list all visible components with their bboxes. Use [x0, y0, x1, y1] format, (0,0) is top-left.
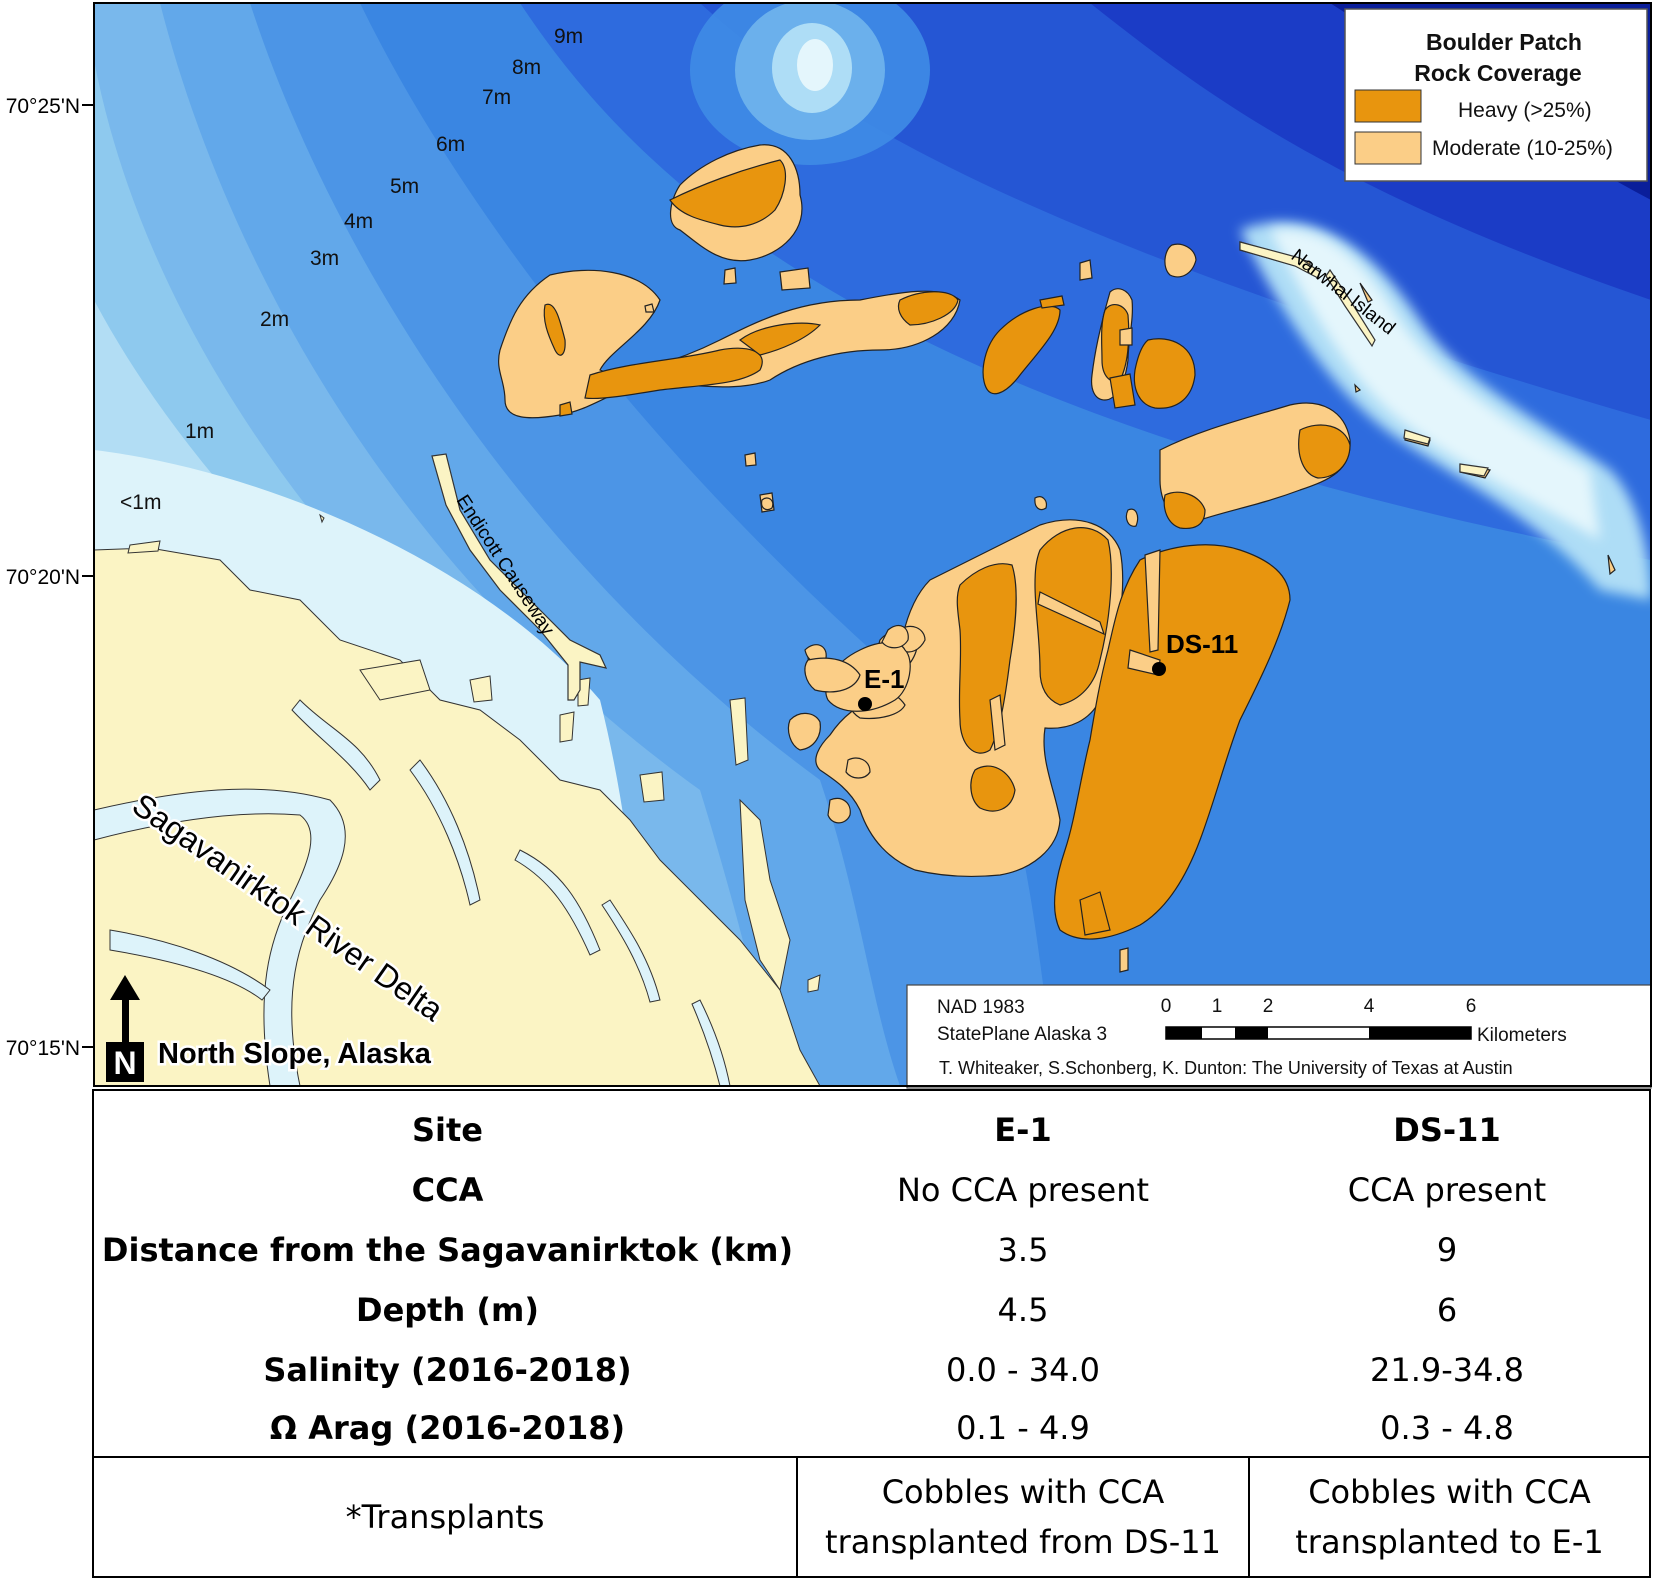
depth-label: <1m [120, 491, 161, 514]
row-label: Ω Arag (2016-2018) [269, 1409, 626, 1447]
ds11-transplant-line2: transplanted to E-1 [1295, 1523, 1604, 1561]
site-e1-label: E-1 [864, 664, 904, 694]
e1-value: 0.1 - 4.9 [956, 1409, 1090, 1447]
north-letter: N [113, 1045, 136, 1081]
table-row-aragonite: Ω Arag (2016-2018) 0.1 - 4.9 0.3 - 4.8 [94, 1399, 1649, 1457]
projection-label: StatePlane Alaska 3 [937, 1024, 1107, 1045]
ds11-value: 6 [1436, 1291, 1458, 1329]
transplants-label: *Transplants [94, 1458, 798, 1578]
site-ds11: DS-11 [1152, 629, 1238, 676]
site-comparison-table: Site E-1 DS-11 CCA No CCA present CCA pr… [92, 1089, 1651, 1578]
scale-tick-label: 1 [1212, 996, 1223, 1017]
scale-tick-label: 2 [1263, 996, 1274, 1017]
scale-tick-label: 0 [1161, 996, 1172, 1017]
table-row-salinity: Salinity (2016-2018) 0.0 - 34.0 21.9-34.… [94, 1341, 1649, 1399]
endicott-causeway [319, 453, 608, 701]
region-title: North Slope, Alaska [158, 1038, 432, 1070]
map-info-box: NAD 1983 StatePlane Alaska 3 0 1 2 4 6 K… [906, 984, 1652, 1089]
e1-value: 3.5 [997, 1231, 1049, 1269]
depth-label: 4m [344, 210, 373, 233]
legend-title-line2: Rock Coverage [1414, 60, 1581, 86]
row-label: Depth (m) [356, 1291, 539, 1329]
e1-value: 4.5 [997, 1291, 1049, 1329]
ds11-transplant-line1: Cobbles with CCA [1308, 1473, 1591, 1512]
ds11-value: 0.3 - 4.8 [1380, 1409, 1514, 1447]
e1-transplant-line2: transplanted from DS-11 [825, 1523, 1221, 1561]
depth-label: 5m [390, 175, 419, 198]
site-ds11-label: DS-11 [1166, 629, 1238, 659]
narwhal-island [1239, 241, 1489, 477]
moderate-coverage-strips [989, 327, 1161, 751]
ds11-value: 21.9-34.8 [1369, 1351, 1525, 1389]
boulder-patch-map: 70°25'N 70°20'N 70°15'N 9m 8m 7m 6m 5m 4… [6, 2, 1652, 1089]
depth-label: 6m [436, 133, 465, 156]
row-label: CCA [411, 1171, 484, 1209]
north-arrow: N [106, 975, 144, 1082]
legend-heavy-label: Heavy (>25%) [1458, 99, 1592, 122]
ds11-transplant-cell: Cobbles with CCA transplanted to E-1 [1250, 1458, 1649, 1578]
e1-transplant-line1: Cobbles with CCA [881, 1473, 1165, 1512]
land-delta [94, 540, 821, 1086]
depth-label: 9m [554, 25, 583, 48]
depth-label: 3m [310, 247, 339, 270]
depth-label: 1m [185, 420, 214, 443]
table-row-transplants: *Transplants Cobbles with CCA transplant… [94, 1456, 1649, 1578]
depth-label: 7m [482, 86, 511, 109]
e1-value: No CCA present [896, 1171, 1150, 1209]
table-row-distance: Distance from the Sagavanirktok (km) 3.5… [94, 1221, 1649, 1279]
lat-label-70-20: 70°20'N [6, 566, 80, 589]
site-e1: E-1 [858, 664, 904, 711]
scale-bar [1165, 1026, 1472, 1040]
map-frame [93, 2, 1652, 1087]
row-label: Salinity (2016-2018) [263, 1351, 632, 1389]
ds11-value: 9 [1436, 1231, 1458, 1269]
legend-moderate-label: Moderate (10-25%) [1432, 137, 1613, 160]
latitude-axis: 70°25'N 70°20'N 70°15'N [6, 95, 94, 1060]
datum-label: NAD 1983 [937, 997, 1025, 1018]
legend-title-line1: Boulder Patch [1426, 29, 1582, 55]
lat-label-70-25: 70°25'N [6, 95, 80, 118]
ds11-value: DS-11 [1393, 1111, 1501, 1149]
ds11-value: CCA present [1347, 1171, 1547, 1209]
depth-contour-labels: 9m 8m 7m 6m 5m 4m 3m 2m 1m <1m [120, 25, 583, 514]
table-row-cca: CCA No CCA present CCA present [94, 1161, 1649, 1219]
credit-label: T. Whiteaker, S.Schonberg, K. Dunton: Th… [939, 1058, 1513, 1078]
depth-label: 2m [260, 308, 289, 331]
lat-label-70-15: 70°15'N [6, 1037, 80, 1060]
e1-transplant-cell: Cobbles with CCA transplanted from DS-11 [798, 1458, 1250, 1578]
scale-unit-label: Kilometers [1477, 1025, 1567, 1046]
heavy-coverage-areas [543, 159, 1351, 940]
legend: Boulder Patch Rock Coverage Heavy (>25%)… [1344, 8, 1648, 182]
e1-value: E-1 [994, 1111, 1052, 1149]
row-label: Site [411, 1111, 483, 1149]
e1-value: 0.0 - 34.0 [945, 1351, 1101, 1389]
scale-tick-label: 4 [1364, 996, 1375, 1017]
depth-label: 8m [512, 56, 541, 79]
table-row-depth: Depth (m) 4.5 6 [94, 1281, 1649, 1339]
row-label: Distance from the Sagavanirktok (km) [101, 1231, 794, 1269]
scale-tick-label: 6 [1466, 996, 1477, 1017]
table-row-site: Site E-1 DS-11 [94, 1101, 1649, 1159]
